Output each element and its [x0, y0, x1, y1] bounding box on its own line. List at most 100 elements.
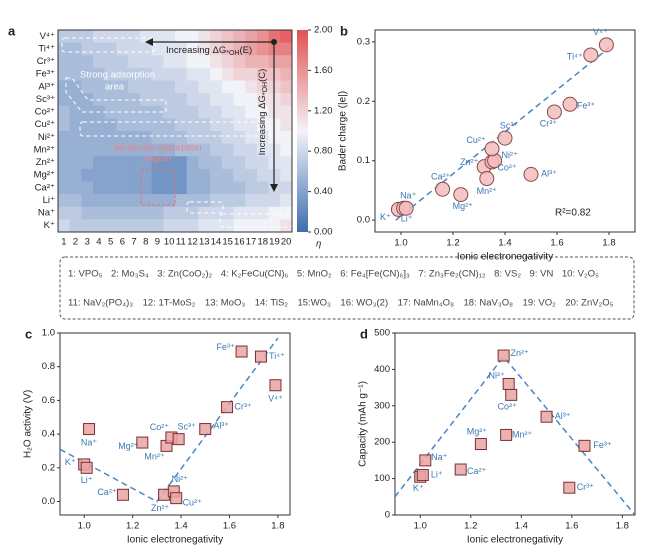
heatmap-cell — [256, 93, 270, 107]
heatmap-overlay — [61, 37, 293, 228]
point-label: Ni²⁺ — [501, 150, 517, 160]
x-tick-label: 14 — [211, 237, 222, 248]
x-tick-label: 5 — [108, 237, 113, 248]
heatmap-cell — [128, 131, 141, 145]
region-box — [61, 37, 155, 53]
point — [398, 200, 414, 216]
x-tick-label: 1.4 — [515, 521, 528, 532]
heatmap-cell — [128, 181, 141, 195]
point — [83, 423, 96, 436]
heatmap-cell — [280, 118, 293, 132]
legend-item: 9: VN — [530, 269, 554, 280]
heatmap-cell — [280, 80, 293, 94]
region-label: region — [145, 154, 171, 165]
x-tick-label: 1 — [61, 237, 66, 248]
point-label: Ca²⁺ — [467, 466, 487, 476]
x-tick-label: 1.6 — [565, 521, 578, 532]
heatmap-cell — [233, 156, 246, 170]
heatmap-cell — [221, 30, 234, 44]
heatmap-cell — [198, 55, 211, 69]
heatmap-cell — [116, 206, 129, 220]
heatmap-cell — [139, 156, 153, 170]
point-label: Na⁺ — [431, 452, 448, 462]
heatmap-cell — [151, 219, 164, 233]
heatmap-cell — [104, 219, 117, 233]
heatmap-cell — [280, 168, 293, 182]
heatmap-cell — [198, 80, 211, 94]
point — [416, 468, 429, 481]
heatmap-cell — [116, 55, 129, 69]
x-tick-label: 1.2 — [464, 521, 477, 532]
region-box — [186, 201, 224, 214]
heatmap-cell — [210, 219, 223, 233]
heatmap-cell — [58, 118, 71, 132]
point — [500, 428, 513, 441]
region-box — [79, 121, 271, 137]
heatmap-cell — [116, 80, 129, 94]
heatmap-cell — [139, 206, 153, 220]
legend-item: 1: VPO₅ — [68, 269, 103, 280]
x-tick-label: 19 — [269, 237, 280, 248]
heatmap-cell — [221, 206, 234, 220]
heatmap-cell — [175, 219, 188, 233]
arrow-head — [270, 184, 278, 192]
heatmap-cell — [175, 80, 188, 94]
heatmap-cell — [151, 105, 164, 119]
heatmap-cell — [268, 42, 281, 56]
heatmap-cell — [233, 194, 246, 208]
legend-item: 13: MoO₃ — [205, 298, 245, 309]
legend-item: 4: K₂FeCu(CN)₆ — [221, 269, 289, 280]
heatmap-cell — [139, 219, 153, 233]
annotation: Increasing ΔG*OH(E) — [166, 45, 252, 58]
heatmap-cell — [268, 219, 281, 233]
point-label: Ti⁴⁺ — [269, 351, 285, 361]
point — [497, 130, 513, 146]
x-axis-title: Ionic electronegativity — [127, 535, 223, 546]
heatmap-cell — [128, 194, 141, 208]
heatmap-cell — [58, 156, 71, 170]
heatmap-cell — [116, 156, 129, 170]
heatmap-cell — [210, 42, 223, 56]
heatmap-cell — [58, 194, 71, 208]
point-label: V⁴⁺ — [593, 27, 608, 37]
heatmap-cell — [128, 156, 141, 170]
heatmap-cell — [81, 105, 94, 119]
heatmap-cell — [104, 194, 117, 208]
point — [479, 171, 495, 187]
legend-item: 7: Zn₃Fe₂(CN)₁₂ — [418, 269, 486, 280]
heatmap-cell — [163, 118, 176, 132]
heatmap-cell — [93, 131, 106, 145]
heatmap-cell — [186, 80, 199, 94]
y-tick-label: 400 — [374, 364, 390, 375]
heatmap-cell — [81, 143, 94, 157]
heatmap-cell — [151, 156, 164, 170]
heatmap-cell — [175, 156, 188, 170]
y-tick-label: Al³⁺ — [38, 81, 55, 92]
heatmap-cell — [280, 156, 293, 170]
heatmap-cell — [139, 168, 153, 182]
heatmap-cell — [81, 131, 94, 145]
y-tick-label: Ca²⁺ — [35, 182, 55, 193]
point — [170, 492, 183, 505]
heatmap-cell — [151, 80, 164, 94]
heatmap-cell — [139, 181, 153, 195]
heatmap-cell — [69, 80, 82, 94]
heatmap-cell — [256, 105, 270, 119]
x-tick-label: 1.6 — [223, 521, 236, 532]
heatmap-cell — [268, 118, 281, 132]
heatmap-cell — [210, 206, 223, 220]
heatmap-cell — [221, 181, 234, 195]
heatmap-cell — [245, 181, 258, 195]
x-tick-label: 18 — [257, 237, 268, 248]
y-tick-label: K⁺ — [44, 220, 55, 231]
heatmap-cell — [104, 80, 117, 94]
colorbar-tick-label: 2.00 — [314, 25, 333, 36]
y-tick-label: Mn²⁺ — [34, 144, 55, 155]
heatmap-cell — [151, 55, 164, 69]
heatmap-cell — [198, 168, 211, 182]
heatmap-cell — [104, 156, 117, 170]
heatmap-cell — [128, 42, 141, 56]
heatmap-cell — [280, 93, 293, 107]
heatmap-cell — [245, 105, 258, 119]
